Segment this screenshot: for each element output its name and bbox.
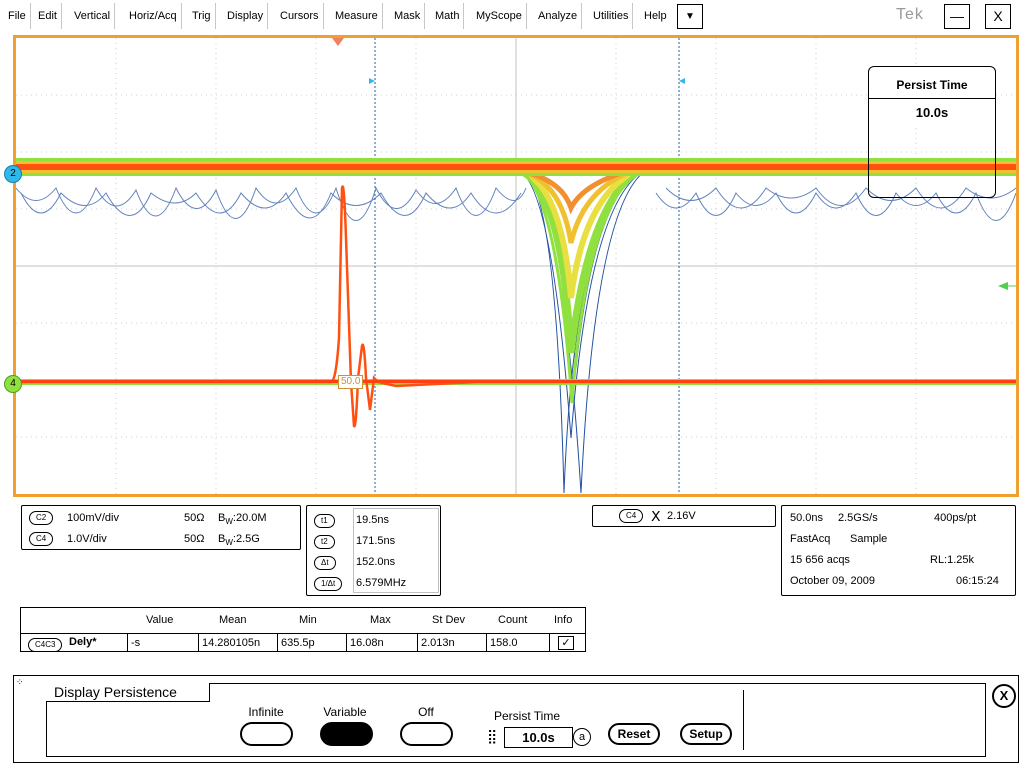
ch4-tag[interactable]: C4 (29, 532, 54, 546)
ch2-scale: 100mV/div (67, 512, 119, 524)
meas-source-tag[interactable]: C4C3 (28, 637, 63, 652)
cursor-t1-value: 19.5ns (356, 514, 390, 526)
meas-header-mean: Mean (219, 614, 247, 626)
menu-help[interactable]: Help (644, 10, 667, 22)
ch2-marker[interactable]: 2 (4, 165, 22, 183)
option-off-button[interactable] (400, 722, 453, 746)
ch4-scale: 1.0V/div (67, 533, 107, 545)
meas-header-stdev: St Dev (432, 614, 466, 626)
control-window-title: Display Persistence (46, 683, 210, 702)
menu-edit[interactable]: Edit (34, 3, 62, 29)
option-infinite-label: Infinite (248, 705, 284, 719)
meas-mean: 14.280105n (198, 634, 278, 652)
acq-count: 15 656 acqs (790, 554, 850, 566)
trigger-position-marker (332, 38, 344, 46)
ch4-impedance: 50Ω (184, 533, 205, 545)
persist-time-label: Persist Time (494, 709, 561, 723)
persist-time-readout: Persist Time 10.0s (868, 66, 996, 198)
multipurpose-knob-a-icon[interactable]: a (573, 728, 591, 746)
trigger-level: 2.16V (667, 510, 696, 522)
acq-time: 06:15:24 (956, 575, 999, 587)
meas-max: 16.08n (346, 634, 418, 652)
cursor-delta-tag: Δt (314, 556, 336, 570)
ch4-marker[interactable]: 4 (4, 375, 22, 393)
ch2-impedance: 50Ω (184, 512, 205, 524)
trigger-slope-icon: Ⅹ (651, 508, 661, 524)
meas-header-min: Min (299, 614, 317, 626)
option-off-label: Off (418, 705, 434, 719)
keypad-icon[interactable]: ⣿ (487, 728, 498, 744)
cursor-t2-tag: t2 (314, 535, 335, 549)
ch4-bandwidth: BW:2.5G (218, 533, 260, 548)
meas-header-max: Max (370, 614, 391, 626)
brand-logo: Tek (896, 6, 924, 23)
meas-header-info: Info (554, 614, 573, 626)
cursor-freq-tag: 1/Δt (314, 577, 343, 591)
display-persistence-window[interactable]: ⁘ Display Persistence Infinite Variable … (13, 675, 1019, 763)
ch4-level-label: 50.0 (338, 375, 364, 389)
meas-value: -s (127, 634, 199, 652)
waveform-graticule (16, 38, 1016, 494)
cursor-delta-value: 152.0ns (356, 556, 396, 568)
meas-header-value: Value (146, 614, 174, 626)
timebase: 50.0ns (790, 512, 824, 524)
window-close-button[interactable]: X (985, 4, 1011, 29)
setup-button[interactable]: Setup (680, 723, 732, 745)
ch2-bandwidth: BW:20.0M (218, 512, 267, 527)
control-close-button[interactable]: X (992, 684, 1016, 708)
resolution: 400ps/pt (934, 512, 977, 524)
trigger-source-tag: C4 (619, 509, 644, 523)
sample-rate: 2.5GS/s (838, 512, 878, 524)
option-variable-button[interactable] (320, 722, 373, 746)
menu-vertical[interactable]: Vertical (70, 3, 116, 29)
acq-date: October 09, 2009 (790, 575, 876, 587)
menu-myscope[interactable]: MyScope (472, 3, 527, 29)
menu-measure[interactable]: Measure (331, 3, 383, 29)
meas-name: Dely* (69, 636, 97, 648)
persist-time-input[interactable]: 10.0s (504, 727, 573, 748)
menu-trig[interactable]: Trig (188, 3, 216, 29)
waveform-display[interactable]: 2 4 50.0 Persist Time 10.0s (4, 35, 1019, 497)
option-infinite-button[interactable] (240, 722, 293, 746)
acq-sample: Sample (850, 533, 888, 545)
acq-mode: FastAcq (790, 533, 831, 545)
meas-min: 635.5p (277, 634, 347, 652)
reset-button[interactable]: Reset (608, 723, 660, 745)
channel-readout-panel[interactable]: C2 100mV/div 50Ω BW:20.0M C4 1.0V/div 50… (21, 505, 301, 550)
menu-utilities[interactable]: Utilities (589, 3, 634, 29)
trigger-readout-panel[interactable]: C4 Ⅹ 2.16V (592, 505, 776, 527)
menu-dropdown-button[interactable]: ▼ (677, 4, 703, 29)
persist-time-value: 10.0s (869, 99, 995, 127)
meas-stdev: 2.013n (417, 634, 487, 652)
measurement-table[interactable]: Value Mean Min Max St Dev Count Info C4C… (20, 607, 586, 652)
menu-file[interactable]: File (4, 3, 31, 29)
menu-analyze[interactable]: Analyze (534, 3, 583, 29)
minimize-button[interactable]: — (944, 4, 970, 29)
cursor-freq-value: 6.579MHz (356, 577, 407, 589)
acquisition-readout-panel[interactable]: 50.0ns 2.5GS/s 400ps/pt FastAcq Sample 1… (781, 505, 1016, 596)
cursor-t2-value: 171.5ns (356, 535, 396, 547)
ch2-tag[interactable]: C2 (29, 511, 54, 525)
menu-mask[interactable]: Mask (390, 3, 426, 29)
menu-cursors[interactable]: Cursors (276, 3, 324, 29)
cursor-readout-panel[interactable]: t1 19.5ns t2 171.5ns Δt 152.0ns 1/Δt 6.5… (306, 505, 441, 596)
menu-display[interactable]: Display (223, 3, 269, 29)
meas-info-cell[interactable]: ✓ (549, 634, 585, 652)
record-length: RL:1.25k (930, 554, 975, 566)
menu-horiz-acq[interactable]: Horiz/Acq (125, 3, 182, 29)
meas-info-icon[interactable]: ✓ (558, 636, 574, 650)
option-variable-label: Variable (323, 705, 367, 719)
meas-header-count: Count (498, 614, 528, 626)
persist-time-title: Persist Time (869, 67, 995, 99)
menu-math[interactable]: Math (431, 3, 465, 29)
grip-icon[interactable]: ⁘ (16, 677, 24, 687)
menu-bar: File Edit Vertical Horiz/Acq Trig Displa… (0, 0, 1024, 33)
meas-count: 158.0 (486, 634, 550, 652)
cursor-t1-tag: t1 (314, 514, 335, 528)
